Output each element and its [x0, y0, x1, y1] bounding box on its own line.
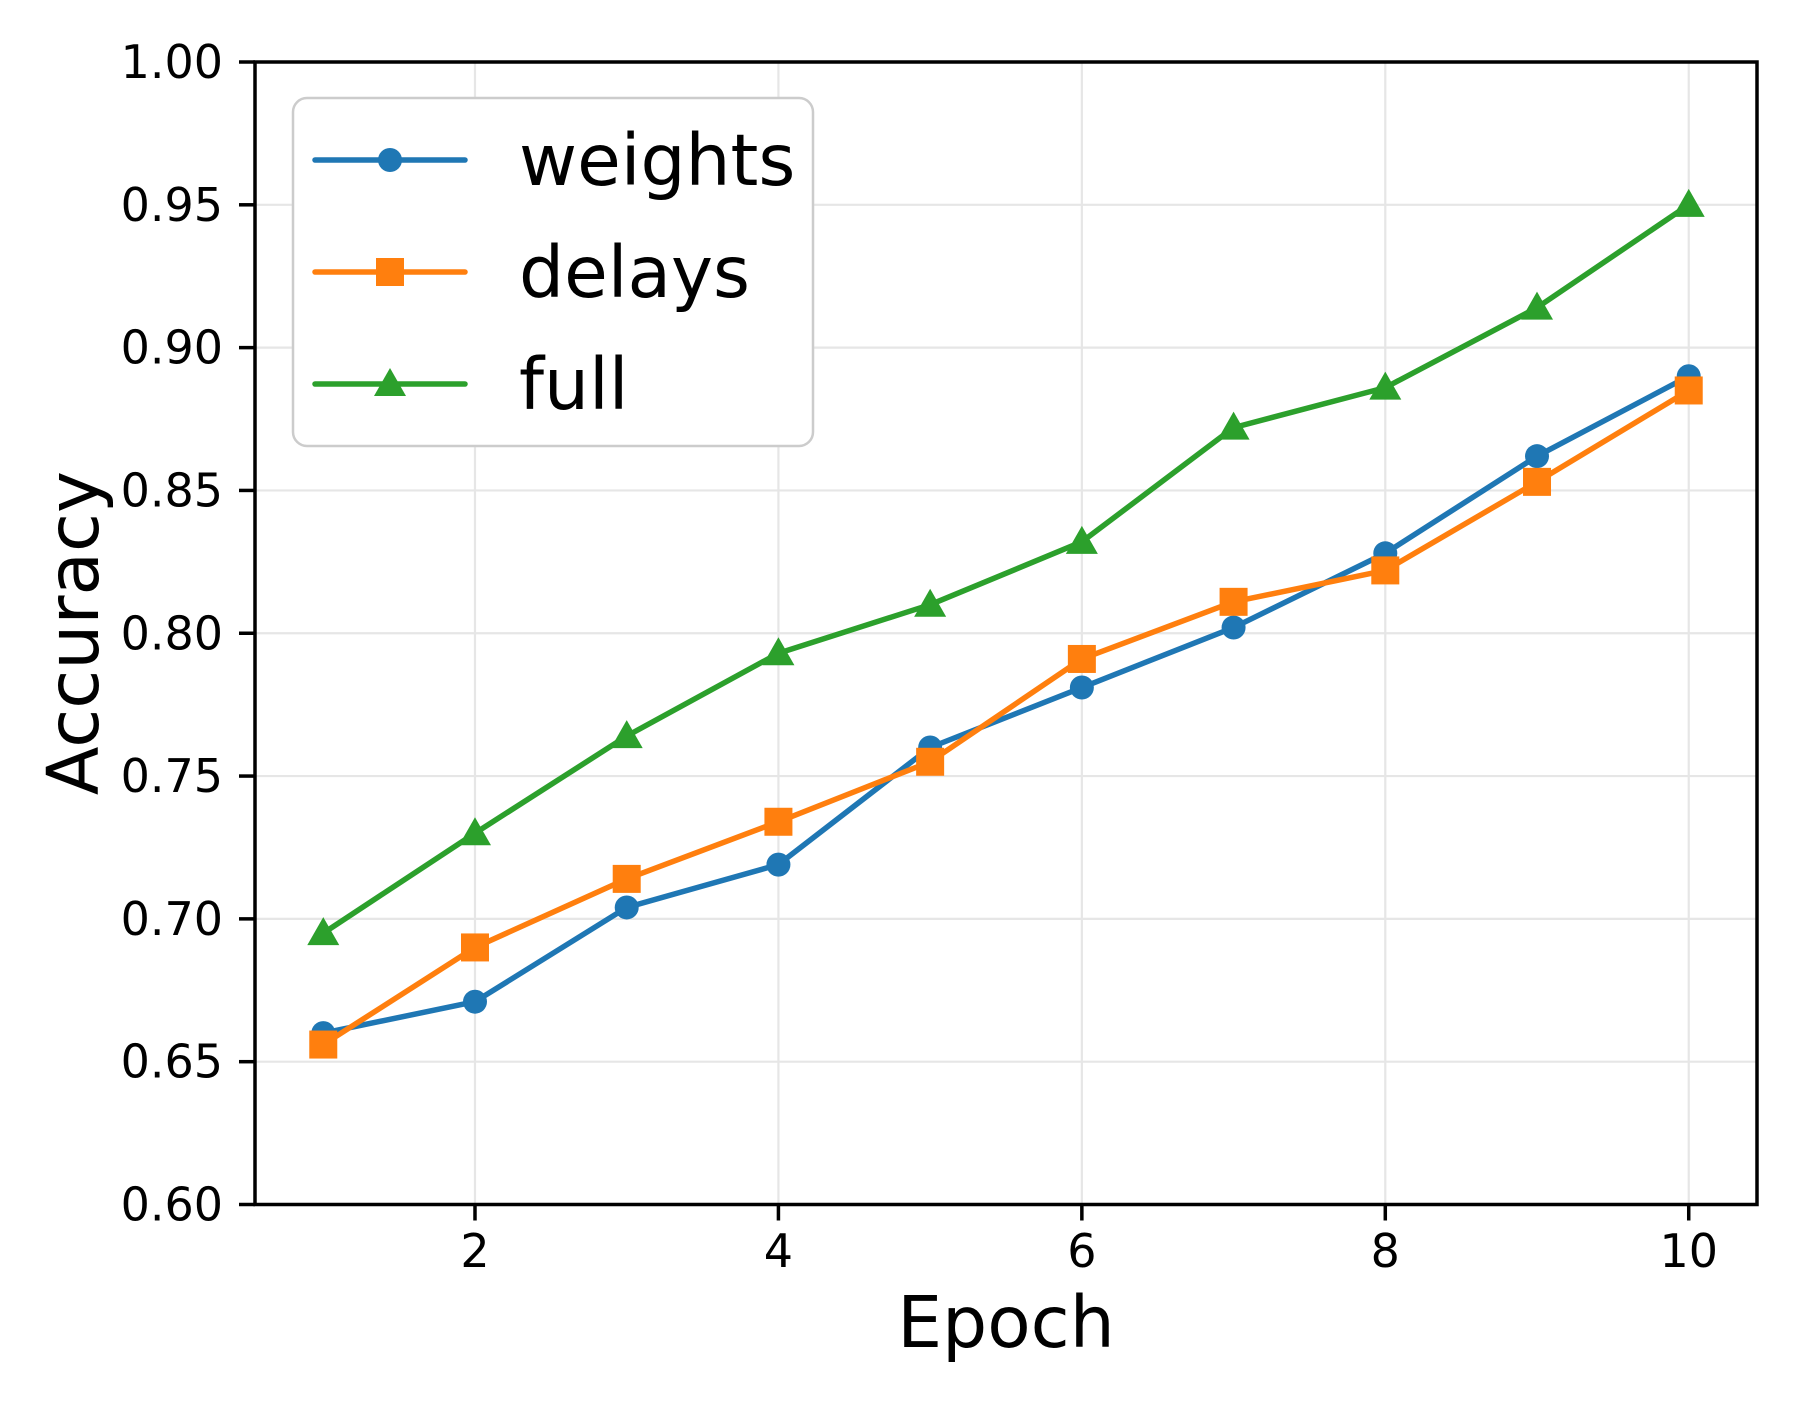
legend-frame: [291, 96, 815, 448]
y-tick-label-0.60: 0.60: [121, 1178, 223, 1232]
y-tick-label-0.95: 0.95: [121, 178, 223, 232]
axis-ticks: 0.60 0.65 0.70 0.75 0.80 0.85 0.90 0.95 1.00 2 4 6 8…: [121, 35, 1718, 1278]
y-tick-label-0.80: 0.80: [121, 606, 223, 660]
series-delays-marker-4: [764, 807, 793, 836]
series-delays-line: [320, 387, 1692, 1048]
y-tick-label-0.90: 0.90: [121, 321, 223, 375]
data-series: [307, 188, 1705, 1059]
series-delays-marker-9: [1523, 467, 1552, 496]
series-full-marker-4: [762, 637, 795, 666]
series-full-marker-3: [610, 720, 643, 749]
series-full-marker-1: [307, 917, 340, 946]
series-full-marker-5: [914, 588, 947, 617]
series-weights-marker-2: [462, 989, 487, 1014]
series-weights-marker-9: [1525, 444, 1550, 469]
series-full-marker-10: [1672, 188, 1705, 217]
series-weights-marker-4: [766, 852, 791, 877]
legend: weights delays full: [291, 96, 815, 448]
series-delays-marker-10: [1674, 376, 1703, 405]
series-full-marker-6: [1065, 525, 1098, 554]
series-weights-marker-3: [614, 895, 639, 920]
series-delays-marker-3: [612, 864, 641, 893]
series-delays-marker-1: [309, 1030, 338, 1059]
series-weights-line: [320, 373, 1692, 1036]
y-tick-label-0.75: 0.75: [121, 749, 223, 803]
series-delays-marker-6: [1067, 644, 1096, 673]
series-full-marker-9: [1521, 291, 1554, 320]
legend-item-full: full: [312, 343, 628, 426]
y-tick-label-0.85: 0.85: [121, 463, 223, 517]
series-full-marker-2: [458, 817, 491, 846]
x-tick-label-10: 10: [1659, 1224, 1718, 1278]
y-axis-label: Accuracy: [32, 471, 115, 795]
y-tick-label-1.00: 1.00: [121, 35, 223, 89]
series-full-line: [320, 202, 1692, 936]
x-tick-label-6: 6: [1067, 1224, 1096, 1278]
legend-item-delays: delays: [312, 231, 750, 314]
legend-marker-weights: [378, 148, 402, 172]
series-weights-marker-7: [1221, 615, 1246, 640]
y-tick-label-0.65: 0.65: [121, 1035, 223, 1089]
series-full-marker-8: [1369, 371, 1402, 400]
legend-marker-full: [374, 368, 406, 396]
y-tick-label-0.70: 0.70: [121, 892, 223, 946]
legend-marker-delays: [376, 258, 404, 286]
legend-item-weights: weights: [312, 119, 795, 202]
legend-label-full: full: [519, 343, 628, 426]
legend-label-delays: delays: [519, 231, 750, 314]
series-delays-marker-7: [1219, 587, 1248, 616]
series-delays-marker-8: [1371, 556, 1400, 585]
legend-label-weights: weights: [519, 119, 795, 202]
series-delays-marker-5: [916, 747, 945, 776]
series-delays-marker-2: [460, 933, 489, 962]
series-weights-marker-6: [1069, 675, 1094, 700]
series-full-marker-7: [1217, 411, 1250, 440]
x-tick-label-2: 2: [460, 1224, 489, 1278]
x-axis-label: Epoch: [897, 1281, 1114, 1364]
x-tick-label-4: 4: [764, 1224, 793, 1278]
x-tick-label-8: 8: [1371, 1224, 1400, 1278]
